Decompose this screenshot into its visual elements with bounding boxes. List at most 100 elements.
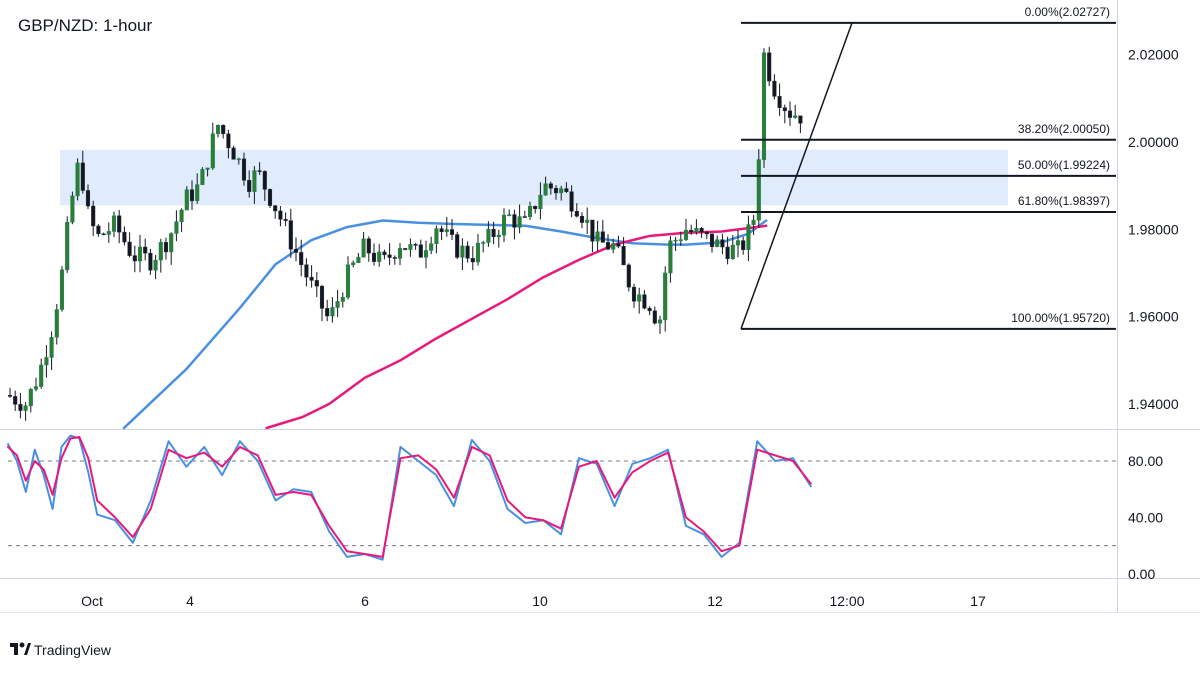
- candle-body: [28, 388, 33, 407]
- stochastic-d-line: [7, 436, 812, 558]
- candle-body: [553, 188, 559, 194]
- stochastic-layer: [7, 434, 812, 561]
- candle-body: [351, 262, 356, 266]
- price-tick-label: 2.00000: [1128, 134, 1179, 150]
- candle-body: [13, 396, 18, 405]
- candle-body: [631, 286, 637, 302]
- time-axis: Oct 4 6 10 12 12:00 17: [81, 593, 986, 609]
- candle-body: [543, 183, 548, 196]
- candle-body: [231, 147, 236, 160]
- candle-body: [501, 214, 507, 236]
- candle-body: [605, 242, 611, 250]
- candle-body: [179, 209, 184, 222]
- price-axis: 1.94000 1.96000 1.98000 2.00000 2.02000: [1128, 47, 1179, 412]
- candle-body: [117, 215, 122, 233]
- candle-body: [39, 364, 44, 387]
- candle-body: [621, 246, 626, 266]
- time-tick-label: 10: [532, 593, 548, 609]
- candle-body: [668, 240, 673, 274]
- brand-name: TradingView: [34, 642, 112, 658]
- candle-body: [418, 244, 423, 258]
- candle-body: [18, 404, 23, 411]
- candle-body: [590, 219, 595, 242]
- candle-body: [189, 189, 195, 202]
- price-tick-label: 1.98000: [1128, 221, 1179, 237]
- candle-body: [507, 214, 512, 216]
- candle-body: [720, 239, 725, 248]
- candle-body: [283, 219, 288, 221]
- candle-body: [574, 210, 579, 217]
- time-tick-label: 12: [707, 593, 723, 609]
- candle-body: [455, 234, 460, 258]
- candle-body: [564, 188, 569, 192]
- candle-body: [449, 229, 455, 235]
- candle-body: [444, 229, 449, 232]
- candle-body: [148, 252, 153, 271]
- candle-body: [111, 215, 117, 232]
- candle-body: [397, 248, 403, 259]
- candle-body: [793, 115, 798, 118]
- candlestick-layer: [7, 46, 803, 421]
- fibonacci-level-label: 100.00%(1.95720): [1011, 311, 1110, 325]
- candle-body: [325, 308, 330, 317]
- candle-body: [683, 229, 689, 240]
- candle-body: [371, 252, 377, 262]
- price-tick-label: 1.94000: [1128, 396, 1179, 412]
- candle-body: [85, 190, 91, 207]
- candle-body: [215, 124, 221, 135]
- price-tick-label: 1.96000: [1128, 309, 1179, 325]
- candle-body: [33, 386, 39, 390]
- candle-body: [75, 162, 80, 197]
- candle-body: [153, 259, 158, 271]
- candle-body: [475, 242, 481, 263]
- fibonacci-level-label: 61.80%(1.98397): [1018, 194, 1110, 208]
- candle-body: [143, 246, 148, 254]
- candle-body: [689, 229, 694, 233]
- candle-body: [221, 124, 226, 135]
- candle-body: [470, 258, 475, 263]
- candle-body: [761, 52, 767, 160]
- candle-body: [210, 133, 215, 169]
- candle-body: [319, 285, 325, 309]
- time-tick-label: 12:00: [829, 593, 864, 609]
- candle-body: [158, 242, 163, 261]
- candle-body: [429, 243, 434, 251]
- candle-body: [642, 294, 647, 309]
- candle-body: [579, 215, 585, 223]
- candle-body: [44, 357, 49, 366]
- candle-body: [273, 205, 278, 212]
- candle-body: [65, 221, 70, 271]
- candle-body: [70, 195, 75, 223]
- candle-body: [413, 244, 418, 246]
- candle-body: [59, 269, 65, 310]
- candle-body: [715, 239, 720, 248]
- fibonacci-level-label: 0.00%(2.02727): [1025, 5, 1110, 19]
- candle-body: [496, 234, 501, 238]
- candle-body: [652, 310, 657, 324]
- candle-body: [725, 246, 730, 260]
- candle-body: [257, 170, 262, 172]
- candle-body: [611, 243, 616, 250]
- candle-body: [226, 133, 231, 149]
- time-tick-label: 6: [361, 593, 369, 609]
- time-tick-label: 4: [186, 593, 194, 609]
- candle-body: [122, 231, 127, 243]
- fibonacci-trend-line: [740, 22, 853, 330]
- candle-body: [288, 220, 293, 250]
- candle-body: [262, 171, 267, 190]
- candle-body: [205, 167, 210, 170]
- candle-body: [366, 238, 371, 254]
- candle-body: [382, 251, 387, 256]
- candle-body: [782, 107, 787, 112]
- candle-body: [252, 170, 257, 192]
- candle-body: [54, 309, 59, 338]
- candle-body: [101, 233, 106, 236]
- candle-body: [491, 228, 496, 238]
- candle-body: [377, 251, 382, 262]
- fibonacci-level-label: 38.20%(2.00050): [1018, 122, 1110, 136]
- candle-body: [309, 276, 314, 281]
- moving-average-pink-line: [265, 224, 768, 430]
- candle-body: [704, 231, 709, 235]
